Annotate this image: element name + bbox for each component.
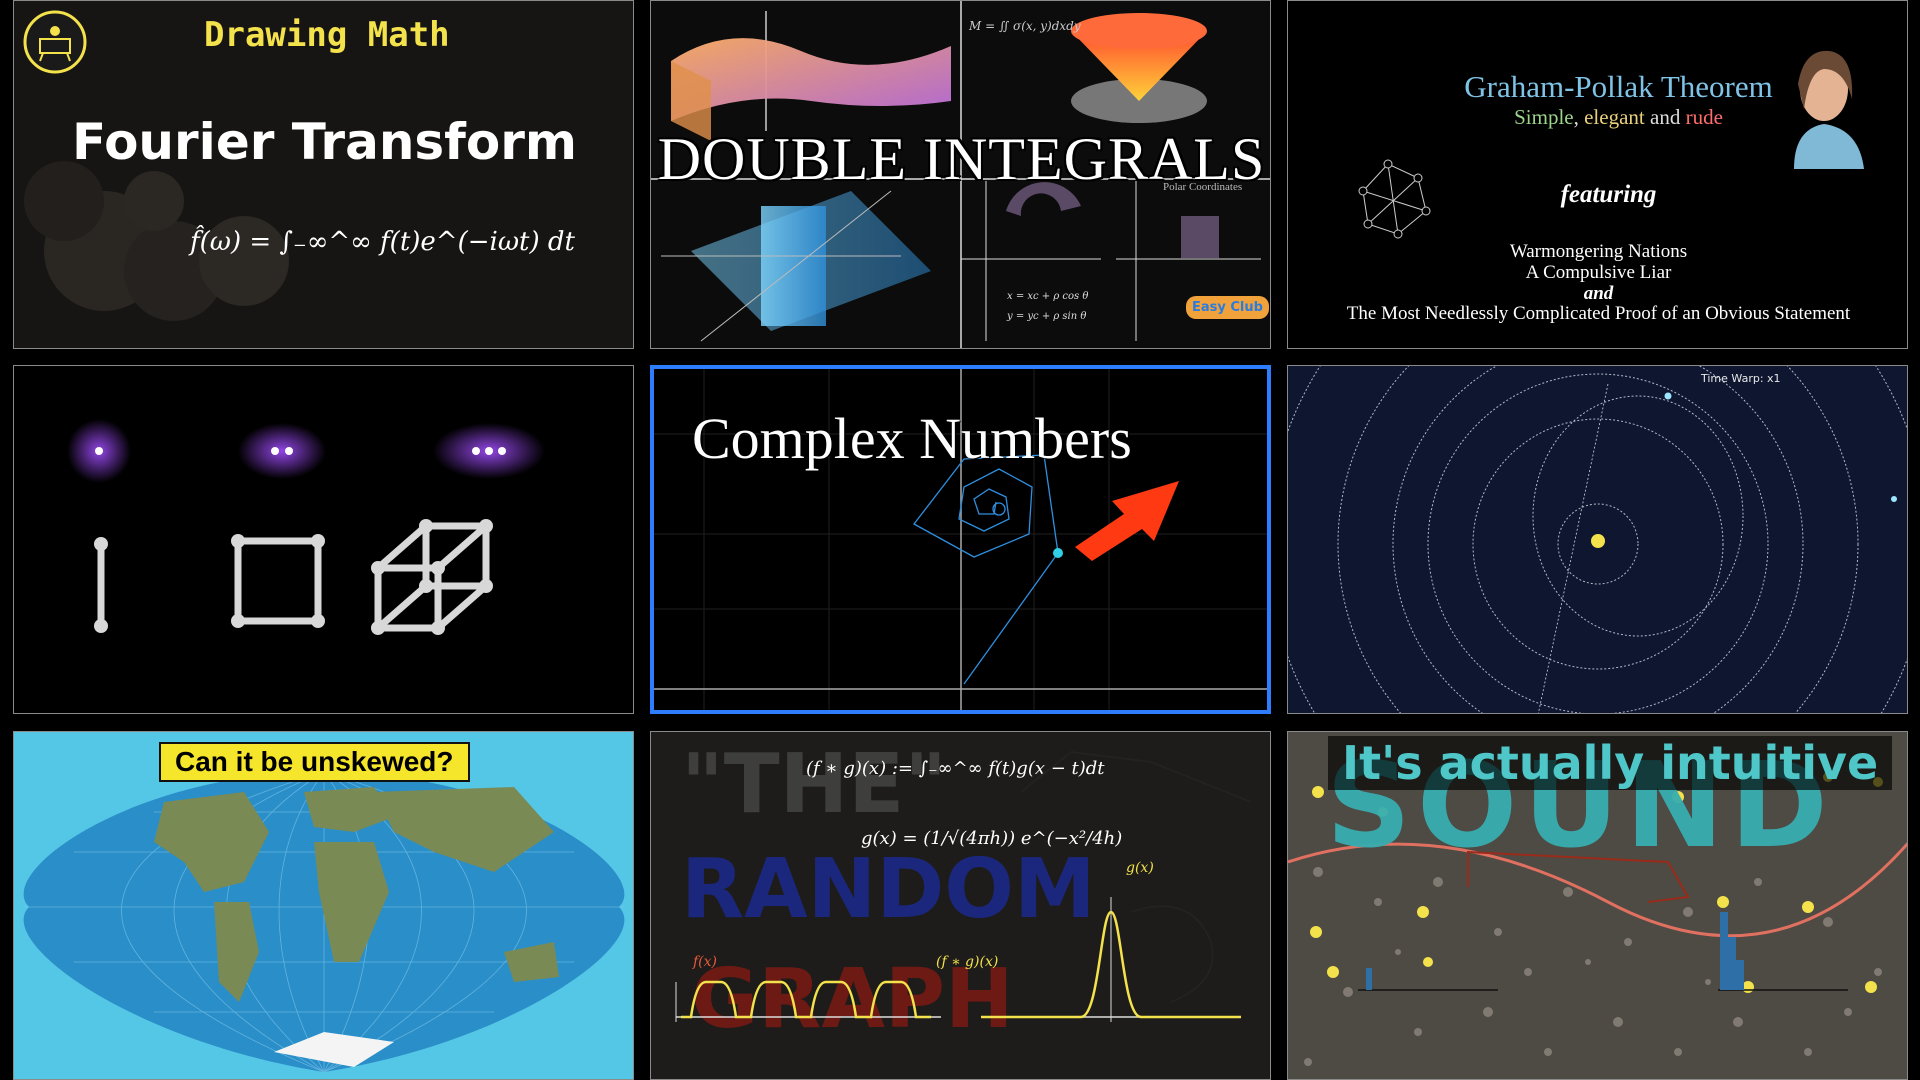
featuring-label: featuring: [1560, 181, 1657, 208]
easy-club-badge: Easy Club: [1186, 296, 1269, 319]
convolution-plots: [675, 750, 1252, 1022]
sinusoidal-map: [23, 771, 625, 1073]
subtitle-rude: rude: [1685, 105, 1723, 129]
convolution-formula: (f ∗ g)(x) := ∫₋∞^∞ f(t)g(x − t)dt: [806, 758, 1105, 779]
video-thumbnail-orbits[interactable]: Time Warp: x1: [1287, 365, 1908, 714]
video-thumbnail-dimensions[interactable]: [13, 365, 634, 714]
channel-name: Drawing Math: [204, 15, 450, 55]
featuring-line-2: A Compulsive Liar: [1525, 262, 1672, 283]
video-thumbnail-graham-pollak[interactable]: Graham-Pollak Theorem Simple, elegant an…: [1287, 0, 1908, 349]
time-warp-label: Time Warp: x1: [1701, 372, 1781, 385]
fourier-formula: f̂(ω) = ∫₋∞^∞ f(t)e^(−iωt) dt: [190, 227, 575, 257]
video-title: Complex Numbers: [692, 406, 1132, 471]
double-integral-illustration: [651, 1, 1270, 348]
featuring-line-1: Warmongering Nations: [1509, 241, 1688, 262]
video-thumbnail-double-integrals[interactable]: M = ∬ σ(x, y)dxdy Polar Coordinates x = …: [650, 0, 1271, 349]
video-thumbnail-map-projection[interactable]: Can it be unskewed?: [13, 731, 634, 1080]
polar-eq-x: x = xc + ρ cos θ: [1007, 291, 1089, 302]
dimension-illustration: [67, 419, 545, 635]
channel-logo: [23, 10, 87, 74]
orbit-illustration: [1288, 366, 1907, 713]
video-thumbnail-complex-numbers[interactable]: Complex Numbers: [650, 365, 1271, 714]
question-banner: Can it be unskewed?: [159, 742, 470, 782]
g-label: g(x): [1126, 860, 1154, 876]
video-title: Graham-Pollak Theorem: [1464, 69, 1773, 104]
subtitle-simple: Simple: [1514, 105, 1574, 129]
sound-particles-illustration: [1288, 772, 1907, 1066]
video-subtitle: It's actually intuitive: [1328, 736, 1893, 790]
portraits-background: [24, 161, 289, 321]
scribble-the: "THE": [681, 737, 948, 832]
conv-label: (f ∗ g)(x): [936, 954, 999, 970]
polar-eq-y: y = yc + ρ sin θ: [1007, 311, 1087, 322]
subtitle-elegant: elegant: [1584, 105, 1645, 129]
video-thumbnail-random-graph[interactable]: "THE" RANDOM GRAPH (f ∗ g)(x) := ∫₋∞^∞ f…: [650, 731, 1271, 1080]
subtitle-and: and: [1644, 105, 1686, 129]
video-thumbnail-sound[interactable]: SOUND It's actually intuitive: [1287, 731, 1908, 1080]
graph-diagram: [1358, 159, 1431, 239]
complex-plane-illustration: [654, 369, 1267, 710]
video-title: DOUBLE INTEGRALS: [657, 126, 1266, 192]
mass-formula: M = ∬ σ(x, y)dxdy: [969, 19, 1081, 33]
polar-coordinates-label: Polar Coordinates: [1163, 181, 1243, 193]
f-label: f(x): [693, 954, 718, 970]
subtitle-comma: ,: [1573, 105, 1585, 129]
video-thumbnail-fourier-transform[interactable]: Drawing Math Fourier Transform f̂(ω) = ∫…: [13, 0, 634, 349]
scribble-random: RANDOM: [681, 842, 1096, 937]
gaussian-formula: g(x) = (1/√(4πh)) e^(−x²/4h): [861, 828, 1123, 849]
presenter-portrait: [1794, 50, 1864, 169]
featuring-line-4: The Most Needlessly Complicated Proof of…: [1346, 303, 1851, 324]
video-subtitle: Simple, elegant and rude: [1288, 105, 1907, 130]
video-title: Fourier Transform: [71, 113, 578, 171]
featuring-line-3: and: [1583, 283, 1614, 304]
